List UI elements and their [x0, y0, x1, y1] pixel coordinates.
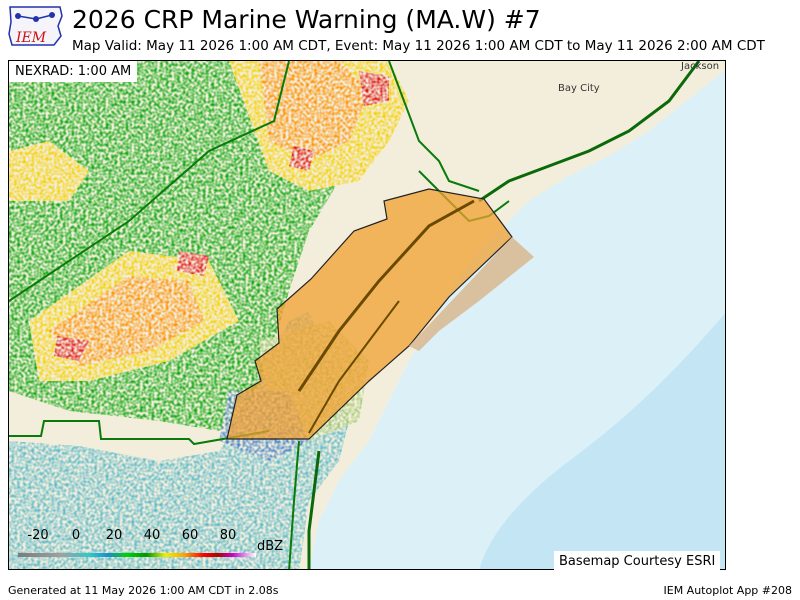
marine-warning-polygon: [226, 188, 534, 440]
svg-text:IEM: IEM: [15, 30, 47, 46]
map-canvas: Bay City Jackson: [9, 61, 725, 569]
city-label-jackson: Jackson: [680, 61, 719, 72]
deep-water: [479, 313, 725, 569]
legend-tick: 0: [71, 528, 81, 543]
coastline: [307, 61, 701, 569]
legend-tick: -20: [27, 528, 49, 543]
city-labels: Bay City Jackson: [558, 61, 719, 94]
legend-unit: dBZ: [257, 539, 284, 554]
autoplot-app-id: IEM Autoplot App #208: [663, 584, 793, 597]
basemap-credit: Basemap Courtesy ESRI: [554, 551, 721, 572]
legend-tick: 60: [181, 528, 199, 543]
radar-map: Bay City Jackson: [8, 60, 726, 570]
legend-tick: 40: [143, 528, 161, 543]
legend-tick: 20: [105, 528, 123, 543]
page-title: 2026 CRP Marine Warning (MA.W) #7: [72, 5, 541, 34]
legend-color-bar: [18, 553, 256, 557]
city-label-bay-city: Bay City: [558, 83, 600, 94]
map-validity-subtitle: Map Valid: May 11 2026 1:00 AM CDT, Even…: [72, 38, 765, 54]
iowa-state-logo-icon: IEM: [8, 6, 63, 46]
nexrad-timestamp-label: NEXRAD: 1:00 AM: [9, 61, 138, 82]
generated-timestamp: Generated at 11 May 2026 1:00 AM CDT in …: [8, 584, 279, 597]
reflectivity-legend: -20 0 20 40 60 80 dBZ: [14, 527, 286, 563]
iem-logo: IEM: [6, 4, 64, 48]
radar-reflectivity: [9, 61, 409, 569]
legend-tick: 80: [219, 528, 237, 543]
